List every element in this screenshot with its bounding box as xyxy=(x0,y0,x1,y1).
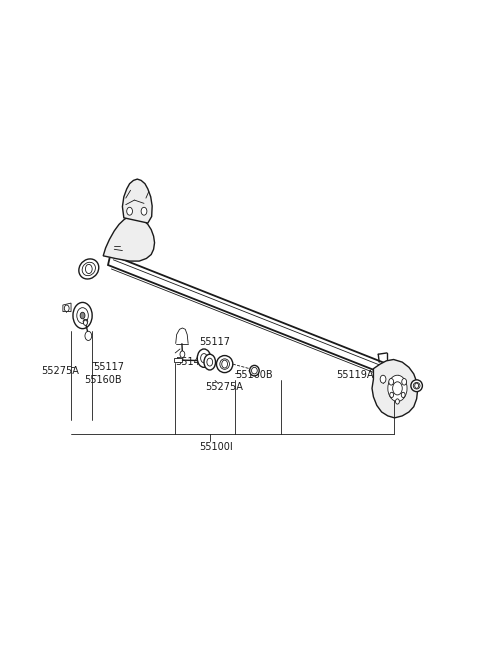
Circle shape xyxy=(85,331,92,340)
Circle shape xyxy=(388,375,407,401)
Circle shape xyxy=(84,320,87,325)
Circle shape xyxy=(127,207,132,215)
Circle shape xyxy=(80,312,85,319)
Text: 55100I: 55100I xyxy=(199,442,233,453)
Polygon shape xyxy=(108,255,402,381)
Circle shape xyxy=(415,383,419,388)
Circle shape xyxy=(380,375,386,383)
Polygon shape xyxy=(63,303,71,312)
Circle shape xyxy=(222,360,228,368)
Circle shape xyxy=(401,392,405,398)
Ellipse shape xyxy=(79,259,99,279)
Circle shape xyxy=(393,382,402,395)
Ellipse shape xyxy=(82,262,96,276)
Text: 55119A: 55119A xyxy=(336,370,373,380)
Circle shape xyxy=(141,207,147,215)
Text: 55275A: 55275A xyxy=(41,365,79,376)
Circle shape xyxy=(197,349,211,367)
Circle shape xyxy=(180,351,185,358)
Text: 55275A: 55275A xyxy=(205,382,243,392)
Ellipse shape xyxy=(411,380,422,392)
Text: 55117: 55117 xyxy=(94,362,125,373)
Ellipse shape xyxy=(413,382,420,389)
Text: 55117: 55117 xyxy=(199,337,230,348)
Circle shape xyxy=(389,379,394,385)
Text: 55160B: 55160B xyxy=(235,370,273,380)
Text: 55146: 55146 xyxy=(175,357,206,367)
Polygon shape xyxy=(103,215,155,261)
Ellipse shape xyxy=(252,367,257,374)
Circle shape xyxy=(207,358,213,366)
Circle shape xyxy=(402,379,407,385)
Circle shape xyxy=(201,354,207,363)
Circle shape xyxy=(204,354,216,370)
Ellipse shape xyxy=(250,365,259,376)
Polygon shape xyxy=(176,328,188,344)
Circle shape xyxy=(64,305,69,312)
Text: 55160B: 55160B xyxy=(84,375,121,386)
Circle shape xyxy=(73,302,92,329)
Circle shape xyxy=(85,264,92,274)
Ellipse shape xyxy=(216,356,233,373)
Polygon shape xyxy=(174,358,182,362)
Ellipse shape xyxy=(220,359,229,369)
Polygon shape xyxy=(83,319,88,324)
Circle shape xyxy=(390,392,394,398)
Circle shape xyxy=(396,399,399,404)
Circle shape xyxy=(77,308,88,323)
Polygon shape xyxy=(372,359,418,418)
Polygon shape xyxy=(122,179,152,223)
